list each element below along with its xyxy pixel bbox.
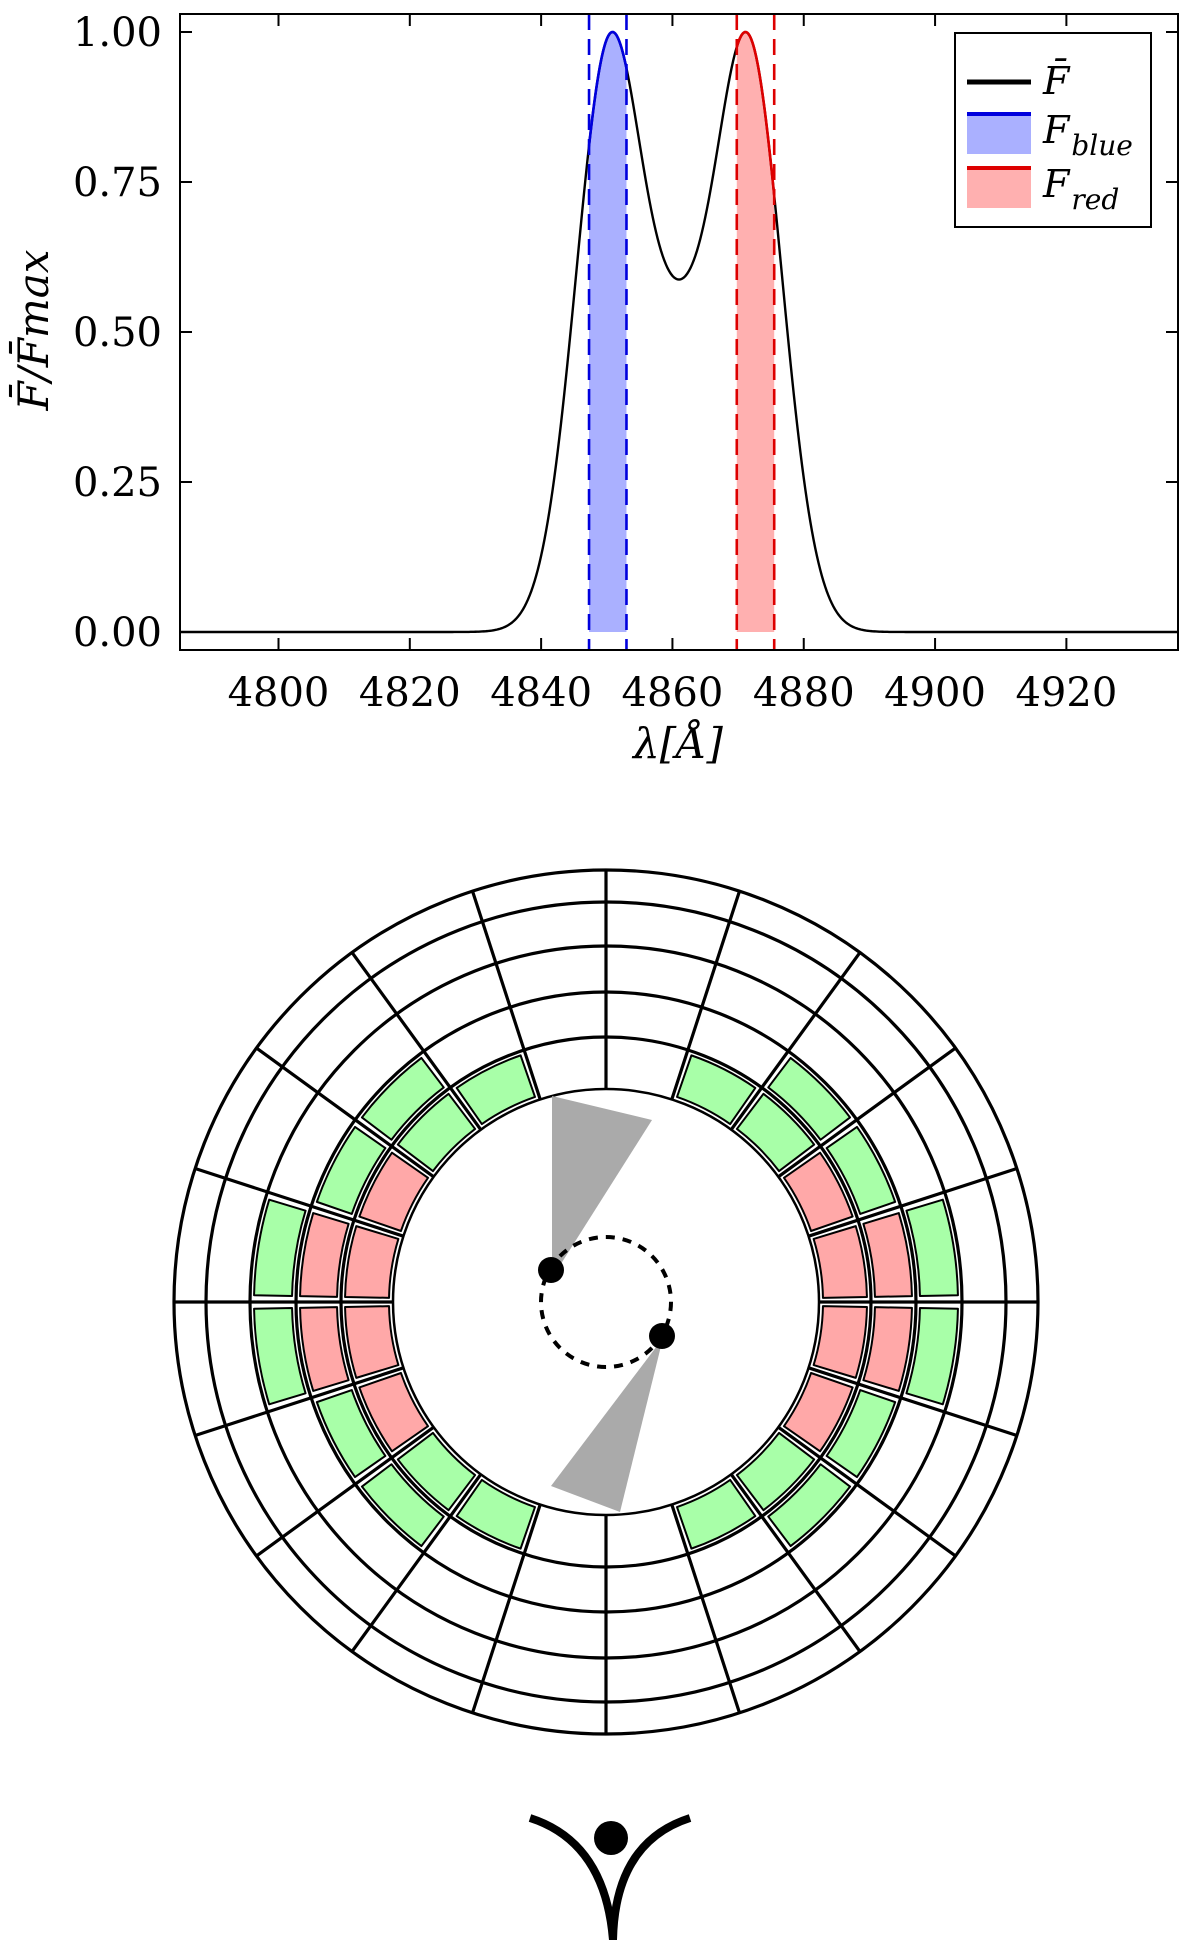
ring-spoke [670,1504,742,1714]
ring-cell-green [396,1092,477,1173]
ring-cell-red [862,1212,913,1298]
lower-cone [551,1338,663,1512]
legend-label-blue-sub: blue [1071,129,1132,162]
ring-cell-green [315,1125,387,1215]
ring-cell-green [360,1056,445,1141]
profile-chart: 4800 4820 4840 4860 4880 4900 4920 0.00 0.25 0.5… [7,10,1179,768]
band-fill-red [736,32,775,632]
y-tick-label: 0.25 [73,460,162,506]
ring-spoke [470,890,542,1100]
ring-cell-red [299,1306,350,1392]
observer-eye-stem-right [609,1814,692,1940]
legend-label-blue-main: F [1042,108,1071,152]
x-tick-label: 4900 [884,670,986,716]
band-curve-red [735,30,776,196]
ring-cell-green [360,1463,445,1548]
x-tick-label: 4840 [490,670,592,716]
ring-cell-red [299,1212,350,1298]
ring-cell-red [812,1305,868,1379]
ring-spoke [255,1425,435,1558]
legend-entry-red: Fred [967,162,1119,216]
y-tick-label: 1.00 [73,10,162,56]
ring-cell-green [905,1307,959,1406]
ring-cell-red [358,1372,430,1453]
ring-spoke [470,1504,542,1714]
ring-cell-red [344,1225,400,1299]
ring-spoke [194,1366,404,1438]
y-tick-label: 0.50 [73,310,162,356]
band-boundary-lines [587,14,776,650]
x-tick-label: 4800 [228,670,330,716]
profile-line-series [180,30,1178,634]
ring-spoke [777,1046,957,1179]
y-axis-label: F̄/F̄max [7,249,58,411]
ring-cell-green [825,1125,897,1215]
band-curve-blue [587,30,628,146]
x-tick-label: 4860 [622,670,724,716]
ring-cell-red [344,1305,400,1379]
ring-cell-red [782,1151,854,1232]
y-tick-label: 0.75 [73,160,162,206]
ring-spoke [777,1425,957,1558]
ring-spoke [729,1473,862,1653]
ring-cell-red [782,1372,854,1453]
ring-cell-red [812,1225,868,1299]
x-tick-label: 4920 [1015,670,1117,716]
binary-orbit-icon [538,1096,675,1512]
ring-cell-green [905,1198,959,1297]
legend-label-red-main: F [1042,162,1071,206]
ring-cell-green [735,1431,816,1512]
orbit-path [539,1235,673,1369]
legend: F̄ Fblue Fred [954,32,1152,228]
binary-star-right [649,1323,675,1349]
legend-entry-blue: Fblue [967,108,1133,162]
ring-cell-green [253,1198,307,1297]
legend-label-red-sub: red [1071,183,1119,216]
observer-eye-icon [528,1814,692,1940]
band-fill-blue [589,32,627,632]
legend-patch-blue [967,114,1031,154]
ring-spoke [350,1473,483,1653]
legend-entry-mean: F̄ [967,59,1071,103]
ring-cell-green [396,1431,477,1512]
y-tick-label: 0.00 [73,610,162,656]
ring-cell-green [315,1389,387,1479]
y-axis-ticks: 0.00 0.25 0.50 0.75 1.00 [73,10,1178,656]
ring-cell-green [735,1092,816,1173]
observer-pupil [594,1821,628,1855]
legend-label-red: Fred [1042,162,1119,216]
ring-spoke [670,890,742,1100]
ring-cell-green [767,1056,852,1141]
x-axis-label: λ[Å] [631,718,723,768]
legend-patch-red [967,168,1031,208]
ring-cell-green [253,1307,307,1406]
legend-label-blue: Fblue [1042,108,1133,162]
x-tick-label: 4880 [753,670,855,716]
x-tick-label: 4820 [359,670,461,716]
ring-cell-red [862,1306,913,1392]
ring-cell-green [767,1463,852,1548]
ring-spoke [194,1166,404,1238]
ring-spoke [808,1366,1018,1438]
disk-diagram [172,868,1040,1940]
ring-cell-green [676,1054,757,1126]
ring-cell-green [825,1389,897,1479]
ring-spoke [350,951,483,1131]
ring-spoke [255,1046,435,1179]
wavelength-bands [589,32,775,632]
ring-cell-red [358,1151,430,1232]
ring-cell-green [455,1054,536,1126]
x-axis-ticks: 4800 4820 4840 4860 4880 4900 4920 [228,14,1117,716]
ring-cells [253,1054,959,1550]
ring-spokes [174,870,1038,1734]
observer-eye-stem [528,1814,617,1940]
binary-star-left [538,1257,564,1283]
ring-spoke [808,1166,1018,1238]
upper-cone [552,1096,652,1278]
ring-spoke [729,951,862,1131]
ring-cell-green [676,1478,757,1550]
ring-cell-green [455,1478,536,1550]
legend-label-mean: F̄ [1042,59,1071,103]
